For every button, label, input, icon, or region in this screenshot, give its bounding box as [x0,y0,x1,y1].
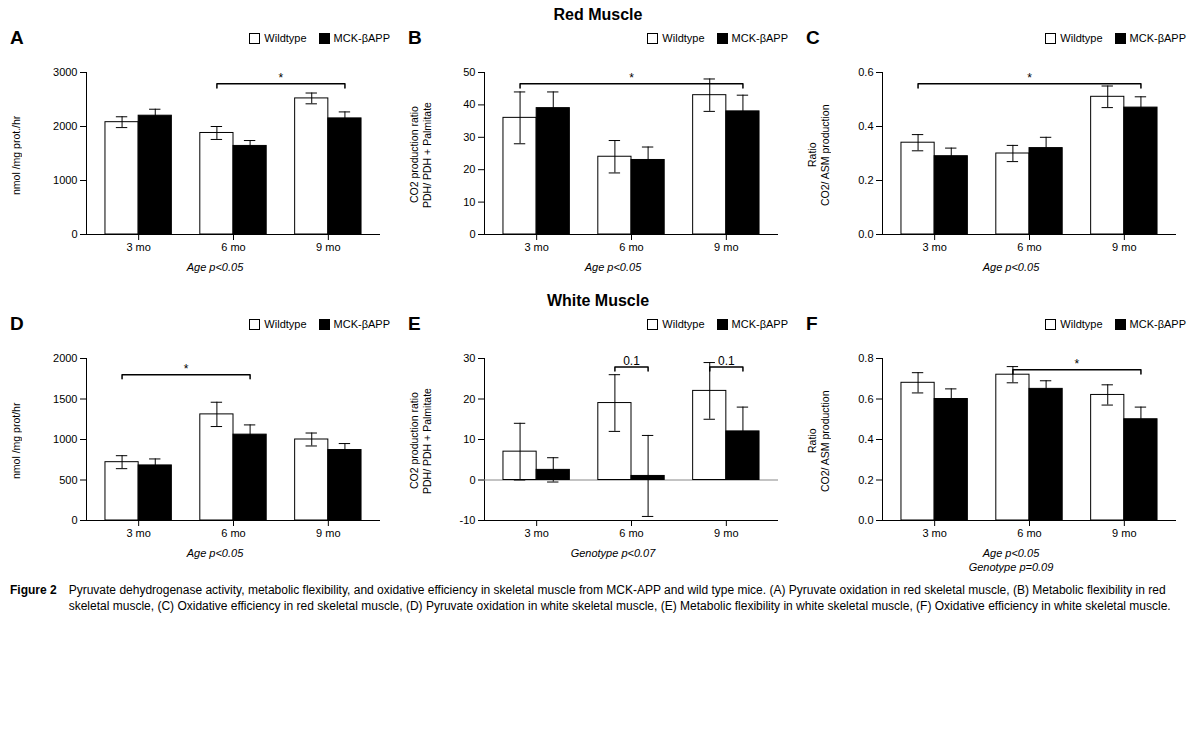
svg-text:1000: 1000 [53,174,77,186]
svg-text:3 mo: 3 mo [126,241,150,253]
svg-text:*: * [629,71,634,85]
html-text:B: B [408,27,422,48]
svg-text:0: 0 [71,228,77,240]
svg-text:3 mo: 3 mo [524,241,548,253]
svg-text:9 mo: 9 mo [714,527,738,539]
html-text:Wildtype: Wildtype [264,318,307,330]
html-text:Figure 2: Figure 2 [10,583,57,597]
svg-text:-10: -10 [460,514,476,526]
svg-text:6 mo: 6 mo [1017,527,1041,539]
html-text:MCK-βAPP: MCK-βAPP [1129,318,1186,330]
html-text:MCK-βAPP: MCK-βAPP [333,318,390,330]
html-text:MCK-βAPP: MCK-βAPP [731,32,788,44]
svg-text:0.8: 0.8 [858,352,873,364]
html-text:F: F [806,313,818,334]
svg-text:3 mo: 3 mo [922,527,946,539]
html-text:Age p<0.05 Genotype p=0.09: Age p<0.05 Genotype p=0.09 [968,547,1054,573]
svg-text:0.6: 0.6 [858,393,873,405]
svg-text:0.4: 0.4 [858,120,873,132]
svg-text:0.0: 0.0 [858,514,873,526]
svg-text:2000: 2000 [53,120,77,132]
svg-text:0: 0 [469,228,475,240]
svg-text:9 mo: 9 mo [1112,527,1136,539]
html-text:MCK-βAPP: MCK-βAPP [333,32,390,44]
html-text:Wildtype: Wildtype [662,32,705,44]
svg-text:0: 0 [71,514,77,526]
svg-text:6 mo: 6 mo [619,241,643,253]
svg-text:0.2: 0.2 [858,474,873,486]
html-text:Age p<0.05: Age p<0.05 [584,261,642,273]
svg-text:0.1: 0.1 [718,354,735,368]
html-text:C: C [806,27,820,48]
html-text:MCK-βAPP: MCK-βAPP [1129,32,1186,44]
svg-text:20: 20 [463,163,475,175]
svg-text:6 mo: 6 mo [619,527,643,539]
svg-text:*: * [184,362,189,376]
html-text:CO2 production ratio PDH/ PDH: CO2 production ratio PDH/ PDH + Palmitat… [408,388,433,494]
html-text:Pyruvate dehydrogenase activit: Pyruvate dehydrogenase activity, metabol… [68,583,1171,613]
svg-text:9 mo: 9 mo [1112,241,1136,253]
svg-text:50: 50 [463,66,475,78]
svg-text:1500: 1500 [53,393,77,405]
svg-text:9 mo: 9 mo [316,527,340,539]
svg-text:20: 20 [463,393,475,405]
svg-text:3000: 3000 [53,66,77,78]
svg-text:0.6: 0.6 [858,66,873,78]
svg-text:0.1: 0.1 [623,354,640,368]
svg-text:0: 0 [469,474,475,486]
svg-text:0.4: 0.4 [858,433,873,445]
html-text:Wildtype: Wildtype [264,32,307,44]
html-text:White Muscle: White Muscle [546,292,650,309]
html-text:Age p<0.05: Age p<0.05 [982,261,1040,273]
svg-text:3 mo: 3 mo [922,241,946,253]
svg-text:0.0: 0.0 [858,228,873,240]
svg-text:30: 30 [463,352,475,364]
svg-text:9 mo: 9 mo [714,241,738,253]
html-text:Ratio CO2/ ASM production: Ratio CO2/ ASM production [806,390,831,492]
html-text:MCK-βAPP: MCK-βAPP [731,318,788,330]
html-text:Age p<0.05: Age p<0.05 [186,261,244,273]
html-text:D: D [10,313,24,334]
svg-text:1000: 1000 [53,433,77,445]
svg-text:6 mo: 6 mo [221,241,245,253]
svg-text:6 mo: 6 mo [221,527,245,539]
svg-text:*: * [1027,71,1032,85]
svg-text:40: 40 [463,98,475,110]
svg-text:10: 10 [463,433,475,445]
svg-text:*: * [279,71,284,85]
html-text:CO2 production ratio PDH/ PDH: CO2 production ratio PDH/ PDH + Palmitat… [408,102,433,208]
svg-text:2000: 2000 [53,352,77,364]
html-text:Wildtype: Wildtype [1060,32,1103,44]
svg-text:3 mo: 3 mo [524,527,548,539]
html-text:Age p<0.05: Age p<0.05 [186,547,244,559]
svg-text:0.2: 0.2 [858,174,873,186]
html-text:nmol /mg prot/hr: nmol /mg prot/hr [10,402,22,480]
html-text:E: E [408,313,421,334]
html-text:Ratio CO2/ ASM production: Ratio CO2/ ASM production [806,104,831,206]
svg-text:10: 10 [463,196,475,208]
html-text:Wildtype: Wildtype [662,318,705,330]
html-text:Red Muscle: Red Muscle [553,6,643,23]
html-text:nmol /mg prot./hr: nmol /mg prot./hr [10,115,22,195]
svg-text:30: 30 [463,131,475,143]
svg-text:9 mo: 9 mo [316,241,340,253]
html-text:A: A [10,27,24,48]
html-text:Genotype p<0.07: Genotype p<0.07 [570,547,656,559]
svg-text:6 mo: 6 mo [1017,241,1041,253]
svg-text:*: * [1075,357,1080,371]
svg-text:3 mo: 3 mo [126,527,150,539]
svg-text:500: 500 [59,474,77,486]
html-text:Wildtype: Wildtype [1060,318,1103,330]
